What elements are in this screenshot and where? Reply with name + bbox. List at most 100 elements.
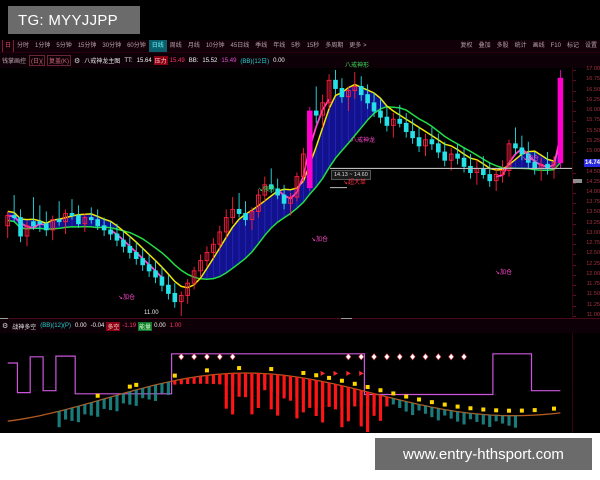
candle-body	[114, 233, 120, 241]
sub-marker-square	[237, 366, 242, 371]
indicator-btn-2[interactable]: 复盖(K)	[47, 55, 72, 66]
sub-histogram-bar	[436, 408, 440, 421]
sub-value-4: 0.00	[154, 323, 166, 329]
candle-body	[442, 151, 448, 161]
period-item-0[interactable]: 日	[2, 40, 15, 52]
period-item-10[interactable]: 10分钟	[205, 42, 225, 49]
sub-histogram-bar	[423, 405, 428, 414]
candle-body	[37, 221, 43, 225]
sub-histogram-bar	[456, 411, 460, 422]
sub-marker-square	[301, 370, 306, 375]
price-axis-label-8: 15.00	[586, 148, 600, 155]
price-axis-label-20: 11.75	[586, 281, 600, 288]
toolbar-action-3[interactable]: 统计	[514, 42, 527, 49]
period-item-3[interactable]: 5分钟	[56, 42, 72, 49]
sub-gear-icon[interactable]: ⚙	[2, 323, 9, 330]
toolbar-action-2[interactable]: 多股	[496, 42, 509, 49]
period-item-6[interactable]: 60分钟	[127, 42, 146, 49]
period-item-8[interactable]: 周线	[169, 42, 182, 49]
sub-marker-diamond	[435, 353, 442, 361]
candle-body	[230, 208, 235, 219]
toolbar-action-1[interactable]: 叠加	[478, 42, 491, 49]
candle-body	[5, 215, 11, 227]
period-item-5[interactable]: 30分钟	[102, 42, 122, 49]
sub-histogram-bar	[153, 384, 158, 401]
period-item-4[interactable]: 15分钟	[77, 42, 97, 49]
sub-marker-square	[455, 404, 460, 409]
ma-param-label: (BB)(12日)	[240, 59, 270, 65]
sub-histogram-bar-strong	[327, 382, 331, 406]
sub-histogram-bar-strong	[359, 390, 363, 427]
indicator-name: 八戒神龙主图	[84, 59, 121, 65]
price-axis-label-5: 15.75	[586, 117, 600, 124]
toolbar-action-7[interactable]: 设置	[584, 42, 597, 49]
period-item-2[interactable]: 1分钟	[35, 42, 51, 49]
candle-body	[288, 196, 293, 204]
sub-histogram-bar	[205, 375, 209, 384]
toolbar-right-group[interactable]: 复权 叠加 多股 统计 画线 F10 标记 设置	[458, 40, 600, 52]
gear-icon[interactable]: ⚙	[74, 57, 81, 65]
sub-marker-square	[468, 406, 473, 411]
period-item-1[interactable]: 分时	[17, 42, 30, 49]
sub-histogram-bar-strong	[224, 373, 228, 409]
candle-body	[11, 215, 17, 219]
sub-marker-diamond	[371, 353, 378, 361]
main-indicator-bar[interactable]: 钱掌画控 (日)(复盖(K) ⚙ 八戒神龙主图 TT: 15.64 压力 15.49 BB: 15…	[0, 53, 600, 68]
price-axis-label-4: 16.00	[586, 107, 600, 114]
candle-body	[256, 194, 261, 212]
period-item-17[interactable]: 更多 >	[349, 42, 367, 49]
annotation-a-red-big: ↘超大单	[343, 180, 367, 186]
candle-body	[391, 118, 396, 126]
period-item-7[interactable]: 日线	[148, 40, 167, 52]
ma-value: 0.00	[273, 57, 285, 64]
candle-body	[429, 139, 435, 145]
price-axis-label-17: 12.50	[586, 250, 600, 257]
toolbar-action-6[interactable]: 标记	[566, 42, 579, 49]
sub-histogram-bar-strong	[276, 374, 280, 416]
sub-marker-diamond	[203, 353, 210, 361]
sub-indicator-bar[interactable]: ⚙ 战神多空 (BB)(12)(P) 0.00 -0.04 多空 -1.19 能量 0.00 1.…	[0, 319, 600, 333]
period-item-11[interactable]: 45日线	[230, 42, 250, 49]
period-item-12[interactable]: 季线	[255, 42, 268, 49]
price-axis-label-14: 13.25	[586, 219, 600, 226]
candle-body	[82, 217, 88, 225]
period-item-13[interactable]: 年线	[273, 42, 286, 49]
candle-body	[326, 79, 332, 104]
period-item-15[interactable]: 15秒	[306, 42, 320, 49]
period-item-9[interactable]: 月线	[187, 42, 200, 49]
candle-body	[31, 221, 36, 227]
sub-histogram-bar-strong	[321, 381, 325, 423]
sub-histogram-bar	[398, 400, 402, 409]
candle-body	[506, 143, 512, 171]
candle-body	[313, 110, 319, 116]
current-price-badge: 14.74	[583, 158, 600, 167]
axis-drag-handle[interactable]	[573, 178, 582, 183]
price-axis-label-1: 16.75	[586, 76, 600, 83]
sub-histogram-bar	[57, 411, 61, 428]
sub-histogram-bar	[192, 377, 196, 384]
period-toolbar[interactable]: 日分时 1分钟 5分钟 15分钟 30分钟 60分钟 日线 周线 月线 10分钟 45日线 季线 年线 5…	[0, 40, 600, 53]
indicator-btn-1[interactable]: (日)(	[29, 55, 46, 66]
sub-marker-square	[204, 368, 209, 373]
toolbar-action-4[interactable]: 画线	[532, 42, 545, 49]
toolbar-action-5[interactable]: F10	[550, 42, 561, 49]
price-axis-tick	[573, 315, 576, 317]
sub-histogram-bar	[404, 401, 408, 412]
period-item-16[interactable]: 多周期	[325, 42, 344, 49]
annotation-a-mag-addpos-r: ↘加仓	[522, 156, 540, 162]
sub-marker-arrow	[333, 370, 338, 376]
price-axis-tick	[573, 233, 576, 235]
site-watermark: www.entry-hthsport.com	[375, 438, 592, 470]
sub-histogram-bar	[141, 388, 145, 399]
sub-histogram-bar	[70, 407, 74, 421]
sub-histogram-bar-strong	[288, 376, 293, 401]
annotation-a-mag-addpos-m: ↘加仓	[311, 237, 329, 243]
period-item-14[interactable]: 5秒	[291, 42, 301, 49]
sub-histogram-bar-strong	[263, 373, 267, 385]
candle-body	[159, 276, 165, 286]
toolbar-action-0[interactable]: 复权	[460, 42, 473, 49]
sub-histogram-bar-strong	[378, 395, 383, 421]
sub-histogram-bar	[96, 400, 100, 417]
price-axis-label-15: 13.00	[586, 229, 600, 236]
